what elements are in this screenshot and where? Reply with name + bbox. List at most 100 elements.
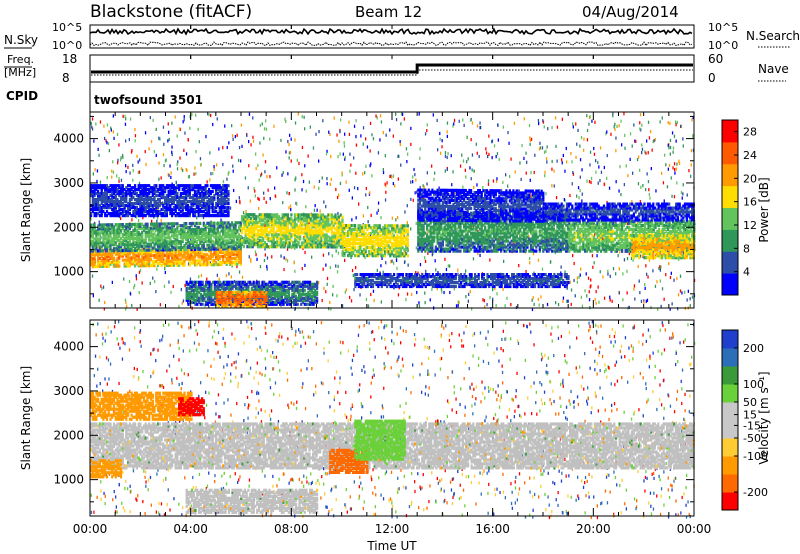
scatter-cell — [293, 243, 297, 247]
scatter-cell — [304, 233, 307, 237]
scatter-cell — [108, 130, 110, 134]
scatter-cell — [265, 221, 268, 225]
scatter-cell — [562, 296, 565, 300]
scatter-cell — [405, 236, 408, 240]
scatter-cell — [288, 243, 291, 247]
scatter-cell — [258, 221, 261, 225]
scatter-cell — [350, 242, 353, 246]
scatter-cell — [422, 247, 425, 251]
scatter-cell — [301, 145, 304, 150]
scatter-cell — [215, 239, 218, 243]
scatter-cell — [158, 230, 161, 234]
scatter-cell — [111, 223, 114, 227]
scatter-cell — [415, 221, 417, 225]
scatter-cell — [364, 246, 367, 250]
scatter-cell — [345, 224, 348, 228]
scatter-cell — [621, 143, 623, 147]
scatter-cell — [676, 162, 678, 166]
scatter-cell — [204, 235, 207, 239]
scatter-cell — [355, 230, 358, 234]
scatter-cell — [128, 236, 131, 241]
scatter-cell — [141, 252, 144, 256]
scatter-cell — [373, 236, 376, 240]
scatter-cell — [573, 261, 575, 266]
scatter-cell — [427, 239, 430, 243]
scatter-cell — [366, 246, 369, 250]
scatter-cell — [178, 259, 181, 263]
scatter-cell — [572, 125, 574, 129]
scatter-cell — [91, 243, 94, 247]
scatter-cell — [588, 122, 590, 126]
scatter-cell — [426, 129, 428, 133]
scatter-cell — [281, 221, 284, 225]
scatter-cell — [470, 247, 473, 251]
scatter-cell — [300, 241, 304, 245]
scatter-cell — [262, 225, 265, 229]
scatter-cell — [401, 226, 404, 230]
scatter-cell — [172, 257, 175, 261]
scatter-cell — [258, 235, 261, 239]
scatter-cell — [378, 230, 381, 234]
scatter-cell — [339, 225, 342, 229]
scatter-cell — [110, 126, 112, 130]
scatter-cell — [311, 245, 314, 249]
scatter-cell — [193, 239, 197, 243]
scatter-cell — [148, 147, 150, 151]
scatter-cell — [104, 235, 107, 239]
scatter-cell — [139, 244, 142, 248]
scatter-cell — [611, 299, 613, 303]
scatter-cell — [478, 217, 481, 221]
scatter-cell — [419, 156, 421, 160]
scatter-cell — [202, 263, 205, 267]
scatter-cell — [151, 238, 154, 242]
scatter-cell — [128, 279, 131, 284]
scatter-cell — [652, 140, 654, 144]
scatter-cell — [470, 237, 473, 241]
scatter-cell — [660, 304, 662, 308]
scatter-cell — [327, 227, 330, 231]
scatter-cell — [495, 303, 497, 308]
scatter-cell — [380, 252, 383, 256]
scatter-cell — [309, 125, 311, 129]
scatter-cell — [248, 241, 251, 245]
scatter-cell — [222, 225, 225, 229]
scatter-cell — [225, 239, 228, 243]
scatter-cell — [186, 230, 190, 234]
scatter-cell — [680, 190, 683, 195]
scatter-cell — [438, 225, 441, 229]
scatter-cell — [579, 158, 582, 162]
scatter-cell — [686, 193, 688, 197]
scatter-cell — [286, 247, 289, 251]
scatter-cell — [285, 257, 287, 261]
scatter-cell — [225, 231, 228, 235]
scatter-cell — [105, 225, 109, 229]
scatter-cell — [95, 243, 98, 247]
scatter-cell — [347, 238, 350, 242]
scatter-cell — [405, 252, 408, 256]
scatter-cell — [201, 247, 204, 251]
scatter-cell — [315, 235, 318, 239]
scatter-cell — [283, 231, 286, 235]
scatter-cell — [167, 196, 169, 200]
scatter-cell — [659, 120, 661, 124]
scatter-cell — [158, 240, 161, 244]
scatter-cell — [389, 174, 391, 178]
scatter-cell — [229, 262, 232, 266]
scatter-cell — [195, 233, 198, 237]
scatter-cell — [556, 159, 558, 163]
scatter-cell — [348, 230, 351, 234]
scatter-cell — [320, 217, 323, 221]
scatter-cell — [293, 221, 297, 225]
scatter-cell — [105, 139, 107, 143]
scatter-cell — [361, 238, 364, 242]
scatter-cell — [613, 125, 615, 129]
scatter-cell — [477, 233, 480, 237]
scatter-cell — [234, 233, 237, 237]
scatter-cell — [313, 225, 316, 229]
scatter-cell — [225, 235, 228, 239]
scatter-cell — [193, 221, 197, 226]
scatter-cell — [158, 228, 161, 232]
scatter-cell — [525, 270, 527, 274]
scatter-cell — [137, 234, 140, 238]
scatter-cell — [171, 228, 174, 232]
